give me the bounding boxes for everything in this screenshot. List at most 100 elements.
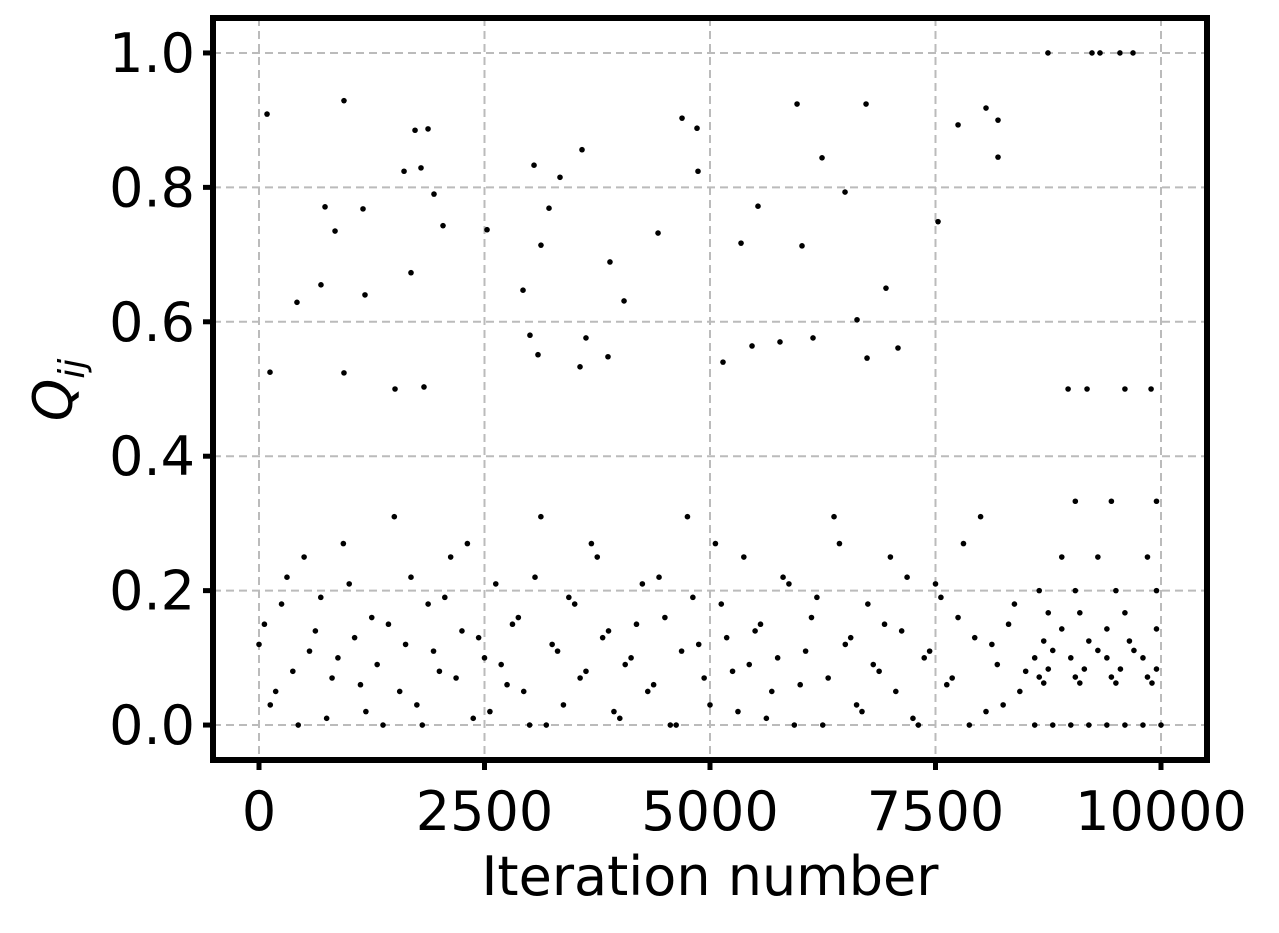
point <box>746 661 753 668</box>
point <box>791 722 798 728</box>
point <box>898 628 905 634</box>
point <box>749 343 755 349</box>
point <box>256 641 262 648</box>
point <box>1000 702 1006 708</box>
point <box>678 648 685 654</box>
point <box>306 648 313 654</box>
point <box>340 540 347 547</box>
point <box>267 702 274 708</box>
point <box>335 655 341 661</box>
point <box>995 117 1001 123</box>
point <box>836 540 843 547</box>
point <box>401 168 407 175</box>
point <box>459 628 465 634</box>
point <box>1104 655 1110 661</box>
y-tick-label: 0.2 <box>109 560 195 623</box>
point <box>1122 722 1128 728</box>
point <box>842 189 848 195</box>
point <box>994 661 1001 668</box>
point <box>1049 722 1056 728</box>
point <box>904 574 910 580</box>
point <box>895 345 901 351</box>
point <box>955 122 961 128</box>
point <box>639 581 646 587</box>
point <box>526 722 533 728</box>
point <box>1104 722 1110 728</box>
point <box>1126 638 1133 644</box>
point <box>621 298 627 304</box>
point <box>995 154 1001 160</box>
point <box>622 661 629 668</box>
point <box>777 339 783 345</box>
point <box>1077 680 1083 686</box>
point <box>1045 610 1052 616</box>
point <box>1065 386 1071 392</box>
point <box>1140 722 1146 728</box>
point <box>694 125 700 132</box>
point <box>418 165 424 171</box>
point <box>1086 722 1092 728</box>
point <box>362 292 368 298</box>
point <box>1122 386 1128 392</box>
point <box>1072 587 1079 594</box>
point <box>814 594 820 601</box>
point <box>1072 498 1079 505</box>
point <box>644 688 651 695</box>
x-tick-label: 10000 <box>1075 780 1247 843</box>
point <box>351 634 358 641</box>
point <box>453 675 459 681</box>
point <box>322 204 328 210</box>
point <box>447 554 454 560</box>
point <box>774 655 781 661</box>
point <box>741 554 747 560</box>
point <box>921 655 928 661</box>
point <box>346 581 353 587</box>
point <box>577 364 583 370</box>
point <box>881 621 888 628</box>
point <box>1011 601 1018 607</box>
point <box>385 621 392 628</box>
y-axis-label-main: Q <box>22 379 85 422</box>
point <box>915 722 922 728</box>
x-tick-label: 7500 <box>867 780 1004 843</box>
point <box>430 648 437 654</box>
point <box>408 574 414 580</box>
point <box>392 386 398 392</box>
point <box>264 111 270 117</box>
plot-frame <box>210 15 1210 763</box>
point <box>557 174 563 181</box>
point <box>1058 554 1065 560</box>
point <box>667 722 674 728</box>
point <box>261 621 268 628</box>
point <box>470 715 477 722</box>
point <box>712 540 719 547</box>
point <box>317 594 324 601</box>
point <box>543 722 550 728</box>
point <box>1117 666 1124 672</box>
point <box>1081 666 1088 672</box>
point <box>607 259 613 265</box>
point <box>949 675 955 681</box>
point <box>341 370 347 376</box>
point <box>955 614 961 621</box>
point <box>588 540 595 547</box>
x-tick-label: 0 <box>242 780 276 843</box>
point <box>421 384 427 390</box>
point <box>825 675 831 681</box>
point <box>735 708 741 715</box>
point <box>983 708 989 715</box>
point <box>464 540 471 547</box>
point <box>695 168 701 175</box>
point <box>1097 50 1103 56</box>
point <box>887 554 894 560</box>
x-tick-label: 5000 <box>641 780 778 843</box>
point <box>1084 386 1090 392</box>
point <box>599 634 606 641</box>
point <box>1148 386 1154 392</box>
point <box>425 601 431 607</box>
point <box>318 282 324 288</box>
point <box>859 708 865 715</box>
point <box>864 355 870 361</box>
point <box>332 228 338 234</box>
